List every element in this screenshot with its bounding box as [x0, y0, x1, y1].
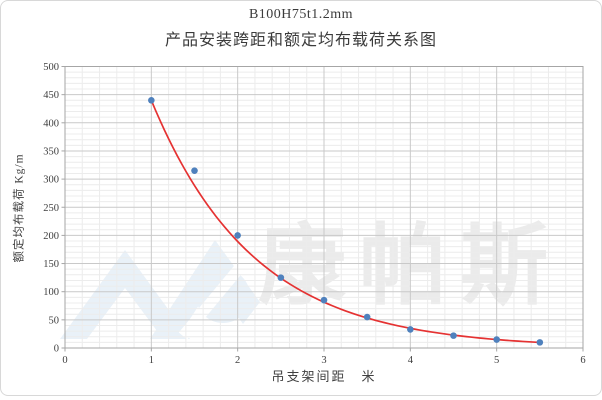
trendline-curve — [150, 99, 540, 344]
y-tick-label: 500 — [43, 62, 59, 73]
x-tick-label: 1 — [149, 355, 154, 366]
y-tick-label: 350 — [43, 146, 59, 157]
y-tick-label: 200 — [43, 231, 59, 242]
data-point — [277, 274, 285, 281]
watermark-slash — [178, 250, 256, 340]
data-point — [536, 339, 544, 346]
x-tick-label: 2 — [235, 355, 240, 366]
y-tick-label: 150 — [43, 259, 59, 270]
x-tick-label: 0 — [62, 355, 67, 366]
y-tick-label: 400 — [43, 118, 59, 129]
data-point — [191, 167, 198, 174]
chart-title-block: B100H75t1.2mm 产品安装跨距和额定均布载荷关系图 — [0, 7, 602, 50]
data-point — [148, 96, 155, 104]
x-tick-label: 3 — [321, 355, 326, 366]
x-axis-title: 吊支架间距 米 — [271, 369, 377, 384]
data-point — [407, 326, 414, 333]
y-tick-label: 450 — [43, 90, 59, 101]
x-tick-label: 4 — [408, 355, 414, 366]
watermark-chevron-left — [60, 250, 190, 339]
x-tick-label: 6 — [580, 355, 585, 366]
y-tick-label: 0 — [54, 344, 59, 355]
y-axis-title: 额定均布载荷 Kg/m — [13, 153, 26, 263]
y-tick-label: 50 — [49, 315, 60, 326]
y-tick-label: 250 — [43, 203, 59, 214]
plot-border — [64, 66, 584, 349]
data-point — [320, 296, 328, 304]
x-tick-label: 5 — [494, 355, 499, 366]
data-point — [493, 336, 500, 343]
chart-title: 产品安装跨距和额定均布载荷关系图 — [164, 32, 437, 49]
chart-title-model: B100H75t1.2mm — [248, 7, 354, 22]
data-point — [363, 313, 371, 321]
y-tick-label: 100 — [43, 287, 59, 298]
data-point — [234, 232, 241, 239]
data-point — [450, 332, 457, 339]
y-tick-label: 300 — [43, 175, 59, 186]
